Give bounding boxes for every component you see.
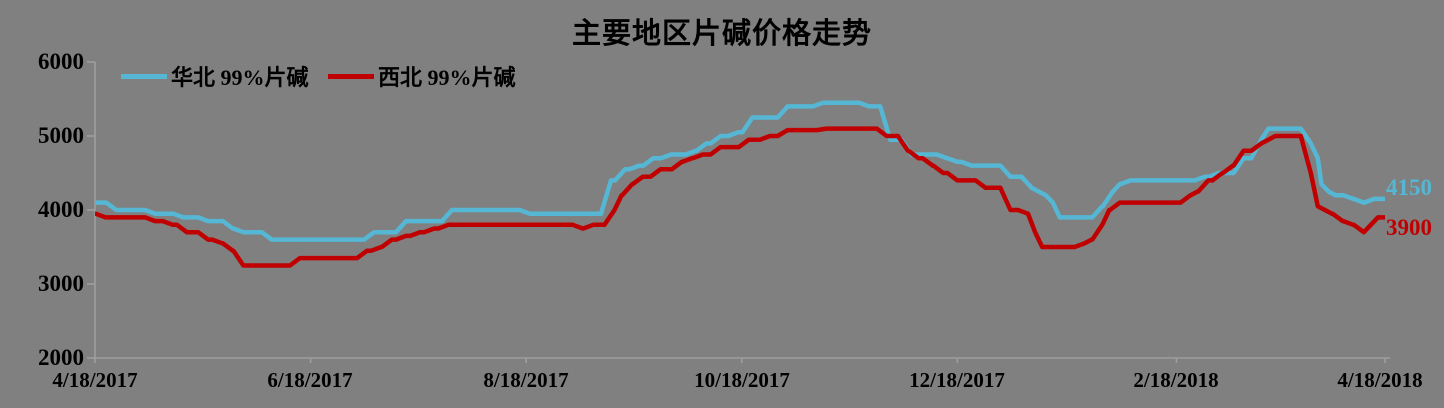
line-northwest-99 — [93, 126, 1385, 268]
legend-item-north-china: 华北 99%片碱 — [121, 63, 309, 90]
data-label-northwest-3900: 3900 — [1386, 215, 1432, 240]
x-tick-oct-2017: 10/18/2017 — [694, 368, 790, 392]
x-tick-apr-2017: 4/18/2017 — [52, 368, 138, 392]
legend-label-north-china: 华北 99%片碱 — [171, 65, 309, 90]
x-tick-aug-2017: 8/18/2017 — [483, 368, 569, 392]
legend-swatch-northwest — [328, 73, 374, 79]
y-tick-6000: 6000 — [38, 49, 84, 74]
line-north-china-99 — [95, 100, 1385, 242]
chart-title: 主要地区片碱价格走势 — [571, 18, 872, 50]
y-tick-2000: 2000 — [38, 345, 84, 370]
legend-item-northwest: 西北 99%片碱 — [328, 63, 516, 90]
x-tick-dec-2017: 12/18/2017 — [909, 368, 1005, 392]
y-tick-5000: 5000 — [38, 123, 84, 148]
x-tick-jun-2017: 6/18/2017 — [267, 368, 353, 392]
y-tick-4000: 4000 — [38, 197, 84, 222]
x-tick-apr-2018: 4/18/2018 — [1337, 368, 1423, 392]
legend-label-northwest: 西北 99%片碱 — [378, 65, 516, 90]
legend-swatch-north-china — [121, 73, 167, 79]
y-tick-3000: 3000 — [38, 271, 84, 296]
x-tick-feb-2018: 2/18/2018 — [1133, 368, 1219, 392]
data-label-north-china-4150: 4150 — [1386, 175, 1432, 200]
axes — [87, 61, 1390, 363]
